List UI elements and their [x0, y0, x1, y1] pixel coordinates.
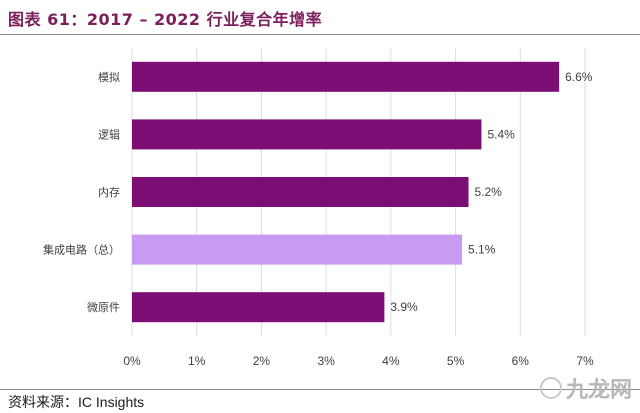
bar-chart: 0% 1% 2% 3% 4% 5% 6% 7% 模拟 6.6% 逻辑 5.4% 内存 5.2% 集成电路（总…: [43, 48, 594, 368]
x-tick-label: 0%: [123, 354, 141, 368]
page-title: 图表 61：2017 – 2022 行业复合年增率: [8, 10, 323, 29]
x-tick-label: 6%: [512, 354, 530, 368]
bar: [132, 292, 385, 323]
category-label: 内存: [98, 185, 120, 199]
source-name: IC Insights: [78, 394, 145, 410]
x-tick-label: 4%: [382, 354, 400, 368]
bar: [132, 234, 463, 265]
value-label: 5.2%: [475, 185, 503, 199]
source-note: 资料来源：IC Insights: [8, 392, 144, 412]
watermark: 九龙网: [539, 372, 632, 404]
watermark-text: 九龙网: [565, 378, 632, 403]
value-label: 6.6%: [565, 70, 593, 84]
x-tick-label: 7%: [576, 354, 594, 368]
value-label: 5.4%: [487, 127, 515, 141]
source-prefix: 资料来源：: [8, 395, 78, 411]
bars: [132, 61, 560, 323]
labels: 0% 1% 2% 3% 4% 5% 6% 7% 模拟 6.6% 逻辑 5.4% 内存 5.2% 集成电路（总…: [43, 70, 594, 368]
x-tick-label: 3%: [317, 354, 335, 368]
x-tick-label: 2%: [253, 354, 271, 368]
bar: [132, 119, 482, 150]
category-label: 逻辑: [98, 127, 120, 141]
value-label: 3.9%: [390, 300, 418, 314]
category-label: 模拟: [98, 70, 120, 84]
category-label: 微原件: [87, 300, 120, 314]
value-label: 5.1%: [468, 243, 496, 257]
x-tick-label: 5%: [447, 354, 465, 368]
top-divider: [0, 34, 640, 35]
category-label: 集成电路（总）: [43, 243, 120, 257]
x-tick-label: 1%: [188, 354, 206, 368]
logo-icon: [539, 377, 562, 399]
bar: [132, 61, 560, 92]
bottom-divider: [0, 389, 640, 390]
bar: [132, 177, 469, 207]
